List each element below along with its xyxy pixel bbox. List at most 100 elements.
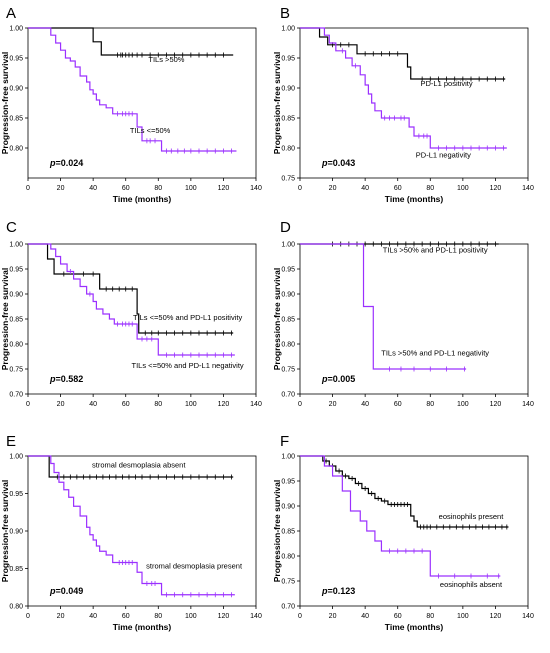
x-tick-label: 40 [361, 613, 369, 620]
y-axis-label: Progression-free survival [0, 52, 10, 155]
panel-letter-c: C [6, 219, 17, 236]
series-line-2 [28, 27, 237, 152]
series-line-2 [300, 243, 467, 370]
y-tick-label: 0.90 [281, 292, 295, 299]
curve-label: stromal desmoplasia absent [92, 460, 186, 469]
x-axis-label: Time (months) [113, 622, 172, 632]
y-tick-label: 1.00 [9, 454, 23, 461]
p-value-symbol: p [321, 374, 328, 384]
panel-d-letter: D [280, 219, 291, 236]
curve-label: TILs >50% [148, 55, 184, 64]
x-tick-label: 60 [394, 613, 402, 620]
y-tick-label: 0.85 [281, 529, 295, 536]
y-tick-label: 0.80 [9, 342, 23, 349]
y-tick-label: 0.90 [281, 86, 295, 93]
y-tick-label: 0.80 [9, 604, 23, 611]
y-axis-label: Progression-free survival [0, 480, 10, 583]
y-tick-label: 0.80 [281, 342, 295, 349]
y-tick-label: 0.85 [281, 116, 295, 123]
y-tick-label: 0.95 [9, 56, 23, 63]
y-tick-label: 1.00 [281, 454, 295, 461]
panel-letter-f: F [280, 433, 289, 450]
p-value: p=0.005 [321, 374, 355, 384]
panel-letter-e: E [6, 433, 16, 450]
p-value-symbol: p [49, 586, 56, 596]
curve-label: eosinophils absent [440, 580, 503, 589]
y-tick-label: 0.95 [9, 267, 23, 274]
plot-frame [27, 27, 257, 179]
p-value-number: =0.005 [328, 374, 356, 384]
panel-b-letter: B [280, 5, 290, 22]
y-tick-label: 0.70 [281, 392, 295, 399]
y-tick-label: 0.80 [281, 146, 295, 153]
x-tick-label: 100 [185, 185, 197, 192]
p-value-symbol: p [321, 158, 328, 168]
x-tick-label: 120 [490, 613, 502, 620]
plot-frame [299, 27, 529, 179]
x-tick-label: 140 [250, 401, 262, 408]
x-tick-label: 0 [26, 401, 30, 408]
curve-label: stromal desmoplasia present [146, 562, 243, 571]
series-line-1 [28, 243, 234, 334]
y-tick-label: 0.95 [281, 267, 295, 274]
panel-letter-a: A [6, 5, 16, 22]
x-tick-label: 80 [426, 185, 434, 192]
series-line-1 [300, 27, 506, 80]
y-axis-label: Progression-free survival [0, 268, 10, 371]
panel-f-letter: F [280, 433, 289, 450]
x-tick-label: 60 [122, 185, 130, 192]
curve-label: eosinophils present [439, 512, 505, 521]
curve-label: PD-L1 positivity [421, 79, 473, 88]
panel-a: 0 20 40 60 80 100 120 140 0.80 0.85 0.90 0.95 1.00 Ti… [0, 26, 262, 205]
p-value-number: =0.582 [56, 374, 84, 384]
y-tick-label: 0.80 [281, 554, 295, 561]
panel-e: 0 20 40 60 80 100 120 140 0.80 0.85 0.90 0.95 1.00 Ti… [0, 454, 262, 633]
y-tick-label: 0.70 [281, 604, 295, 611]
y-tick-label: 0.75 [281, 176, 295, 183]
x-tick-label: 140 [522, 401, 534, 408]
x-tick-label: 120 [490, 401, 502, 408]
x-tick-label: 120 [490, 185, 502, 192]
y-tick-label: 0.90 [281, 504, 295, 511]
y-tick-label: 0.95 [281, 479, 295, 486]
y-tick-label: 0.90 [9, 292, 23, 299]
x-tick-label: 80 [154, 401, 162, 408]
x-tick-label: 20 [329, 185, 337, 192]
y-tick-label: 1.00 [281, 26, 295, 33]
panel-letter-d: D [280, 219, 291, 236]
x-tick-label: 40 [361, 185, 369, 192]
x-axis-label: Time (months) [113, 194, 172, 204]
p-value: p=0.582 [49, 374, 83, 384]
y-tick-label: 0.75 [281, 367, 295, 374]
x-tick-label: 120 [218, 613, 230, 620]
x-tick-label: 40 [89, 401, 97, 408]
panel-b: 0 20 40 60 80 100 120 140 0.75 0.80 0.85 0.90 0.95 1.… [272, 26, 534, 205]
y-tick-label: 1.00 [281, 242, 295, 249]
curve-label: TILs <=50% [130, 126, 171, 135]
x-tick-label: 20 [329, 613, 337, 620]
x-tick-label: 60 [122, 613, 130, 620]
curve-label: TILs >50% and PD-L1 negativity [381, 349, 489, 358]
curve-label: TILs >50% and PD-L1 positivity [383, 246, 488, 255]
x-tick-label: 40 [89, 185, 97, 192]
x-tick-label: 100 [457, 401, 469, 408]
x-tick-label: 80 [154, 185, 162, 192]
p-value-symbol: p [321, 586, 328, 596]
x-tick-label: 120 [218, 185, 230, 192]
y-tick-label: 0.85 [9, 116, 23, 123]
x-tick-label: 0 [298, 401, 302, 408]
x-tick-label: 100 [457, 185, 469, 192]
x-tick-label: 140 [250, 613, 262, 620]
x-axis-label: Time (months) [385, 622, 444, 632]
y-tick-label: 0.95 [281, 56, 295, 63]
p-value-number: =0.049 [56, 586, 84, 596]
x-axis-label: Time (months) [385, 194, 444, 204]
y-tick-label: 0.75 [9, 367, 23, 374]
y-tick-label: 0.95 [9, 491, 23, 498]
x-tick-label: 100 [457, 613, 469, 620]
x-tick-label: 80 [426, 613, 434, 620]
y-tick-label: 0.90 [9, 529, 23, 536]
y-tick-label: 0.85 [9, 566, 23, 573]
series-line-1 [28, 27, 234, 56]
